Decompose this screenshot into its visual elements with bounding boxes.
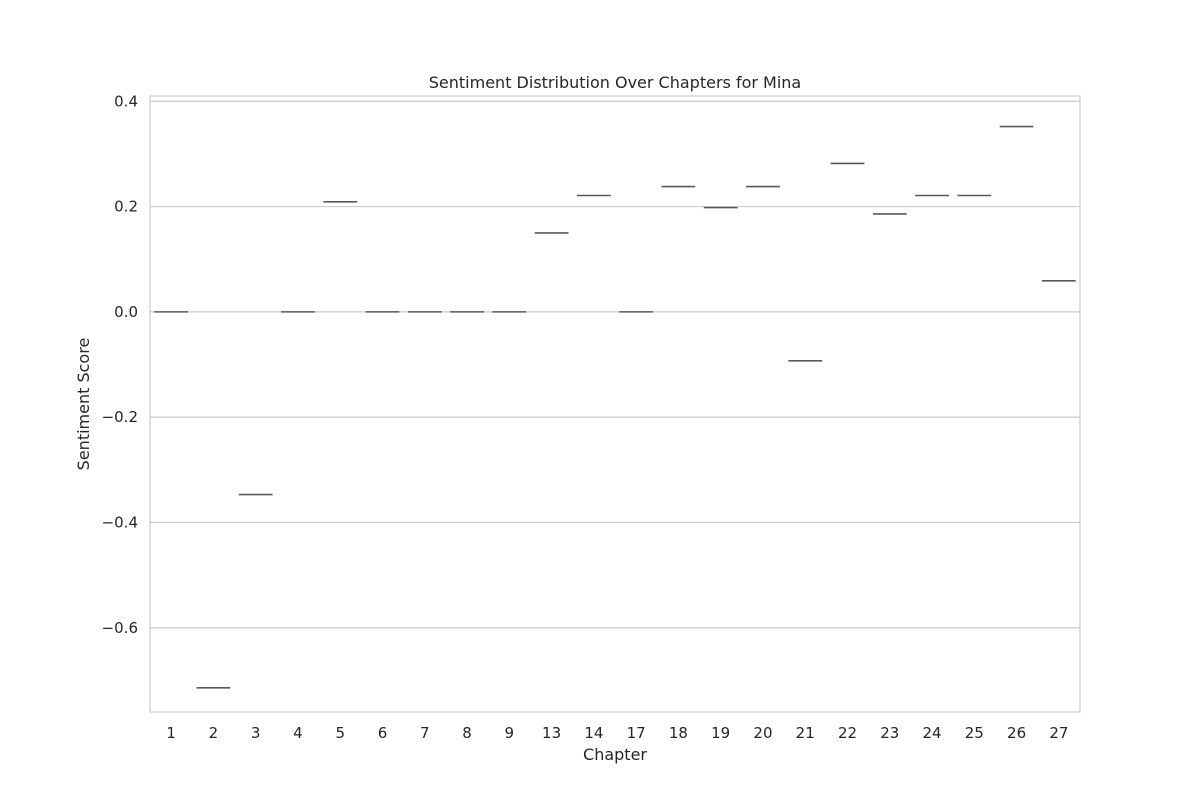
x-tick-label: 19	[711, 724, 730, 742]
y-tick-labels: 0.4 0.2 0.0 −0.2 −0.4 −0.6	[102, 92, 138, 636]
x-tick-label: 26	[1007, 724, 1026, 742]
x-axis-label: Chapter	[583, 745, 647, 764]
x-tick-labels: 1 2 3 4 5 6 7 8 9 13 14 17 18 19 20 21 22 23 24 25 26 27	[166, 724, 1068, 742]
x-tick-label: 22	[838, 724, 857, 742]
x-tick-label: 2	[209, 724, 219, 742]
x-tick-label: 25	[965, 724, 984, 742]
y-tick-label: 0.0	[114, 303, 138, 321]
x-tick-label: 20	[753, 724, 772, 742]
x-tick-label: 18	[669, 724, 688, 742]
median-marks	[154, 125, 1076, 689]
y-tick-label: 0.2	[114, 198, 138, 216]
x-tick-label: 17	[627, 724, 646, 742]
x-tick-label: 5	[335, 724, 345, 742]
x-tick-label: 7	[420, 724, 430, 742]
x-tick-label: 21	[796, 724, 815, 742]
y-tick-label: −0.2	[102, 408, 138, 426]
x-tick-label: 3	[251, 724, 261, 742]
x-tick-label: 6	[378, 724, 388, 742]
y-tick-label: 0.4	[114, 92, 138, 110]
grid-lines	[150, 100, 1080, 629]
x-tick-label: 13	[542, 724, 561, 742]
y-tick-label: −0.6	[102, 619, 138, 637]
plot-frame	[149, 95, 1081, 713]
x-tick-label: 1	[166, 724, 176, 742]
y-axis-label: Sentiment Score	[74, 338, 93, 471]
y-tick-label: −0.4	[102, 513, 138, 531]
x-tick-label: 14	[584, 724, 603, 742]
chart-title: Sentiment Distribution Over Chapters for…	[429, 73, 801, 92]
x-tick-label: 24	[922, 724, 941, 742]
x-tick-label: 23	[880, 724, 899, 742]
x-tick-label: 9	[505, 724, 515, 742]
x-tick-label: 8	[462, 724, 472, 742]
x-tick-label: 4	[293, 724, 303, 742]
x-tick-label: 27	[1049, 724, 1068, 742]
